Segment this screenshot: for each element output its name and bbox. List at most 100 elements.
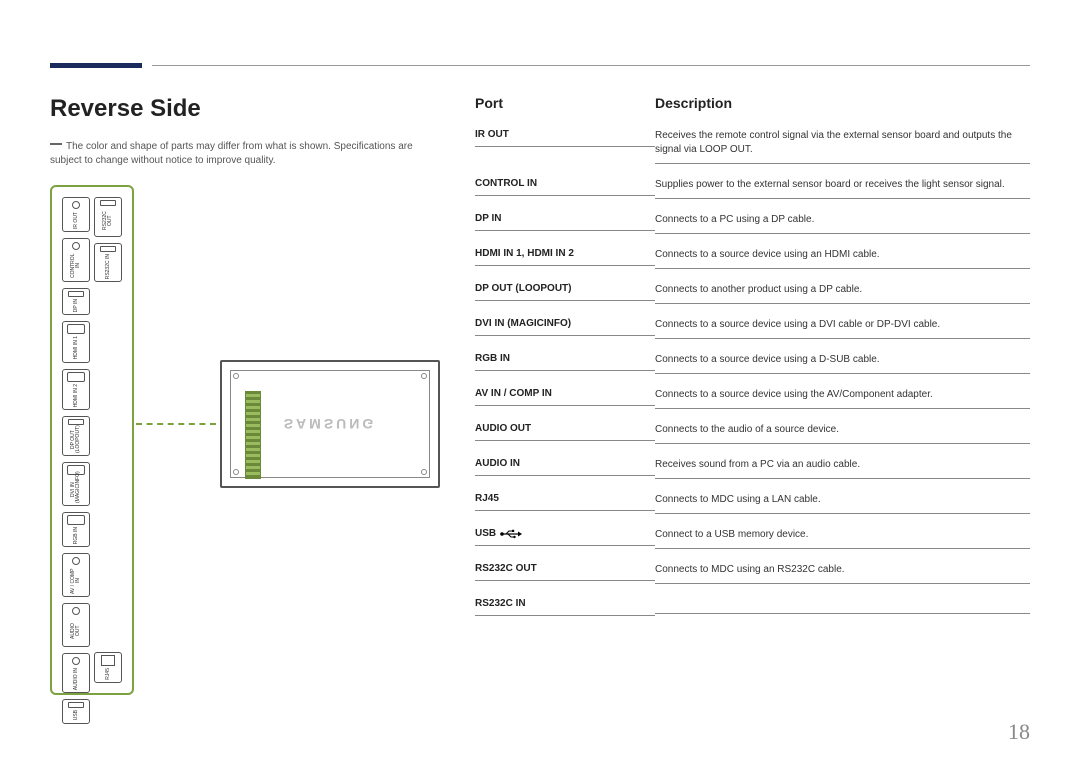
slot-icon xyxy=(100,200,116,206)
port-icon-label: RS232C IN xyxy=(106,254,111,279)
port-icon: DP IN xyxy=(62,288,90,315)
table-cell-description: Connects to MDC using an RS232C cable. xyxy=(655,563,1030,584)
table-cell-port: AV IN / COMP IN xyxy=(475,388,655,406)
table-row: USBConnect to a USB memory device. xyxy=(475,520,1030,555)
table-header: Port Description xyxy=(475,95,1030,111)
table-cell-description: Connects to the audio of a source device… xyxy=(655,423,1030,444)
screw-icon xyxy=(421,469,427,475)
disclaimer-body: The color and shape of parts may differ … xyxy=(50,141,413,166)
wide-icon xyxy=(67,324,85,334)
port-label: IR OUT xyxy=(475,129,509,140)
port-label: AUDIO IN xyxy=(475,458,520,469)
port-label: RGB IN xyxy=(475,353,510,364)
port-icon-label: CONTROL IN xyxy=(71,253,81,279)
slot-icon xyxy=(68,702,84,708)
diagram-area: IR OUT CONTROL IN DP IN HDMI IN 1 HDMI IN 2 D… xyxy=(50,185,440,705)
port-column-left: IR OUT CONTROL IN DP IN HDMI IN 1 HDMI IN 2 D… xyxy=(60,197,92,724)
port-panel: IR OUT CONTROL IN DP IN HDMI IN 1 HDMI IN 2 D… xyxy=(50,185,134,695)
port-icon: RS232C OUT xyxy=(94,197,122,237)
wide-icon xyxy=(67,372,85,382)
port-label: CONTROL IN xyxy=(475,178,537,189)
device-inner-frame: SAMSUNG xyxy=(230,370,430,478)
port-description-table: Port Description IR OUT Receives the remo… xyxy=(475,95,1030,622)
port-icon-label: DP OUT (LOOPOUT) xyxy=(71,427,81,453)
port-icon: RS232C IN xyxy=(94,243,122,282)
header-rule xyxy=(152,65,1030,66)
jack-icon xyxy=(72,242,80,250)
header-accent-bar xyxy=(50,63,142,68)
table-row: DVI IN (MAGICINFO)Connects to a source d… xyxy=(475,310,1030,345)
jack-icon xyxy=(72,557,80,565)
table-cell-port: AUDIO IN xyxy=(475,458,655,476)
table-row: AV IN / COMP IN Connects to a source devi… xyxy=(475,380,1030,415)
table-cell-description: Connects to a source device using a D-SU… xyxy=(655,353,1030,374)
port-label: HDMI IN 1, HDMI IN 2 xyxy=(475,248,574,259)
table-cell-description: Connects to another product using a DP c… xyxy=(655,283,1030,304)
slot-icon xyxy=(68,419,84,425)
table-cell-port: AUDIO OUT xyxy=(475,423,655,441)
port-icon-label: USB xyxy=(74,710,79,720)
slot-icon xyxy=(68,291,84,297)
port-label: RS232C IN xyxy=(475,598,526,609)
table-row: RS232C OUT Connects to MDC using an RS232… xyxy=(475,555,1030,590)
port-label: AV IN / COMP IN xyxy=(475,388,552,399)
port-icon-label: IR OUT xyxy=(74,212,79,229)
port-icon: RJ45 xyxy=(94,652,122,683)
table-cell-port: RGB IN xyxy=(475,353,655,371)
port-icon: AUDIO IN xyxy=(62,653,90,693)
table-cell-description: Receives sound from a PC via an audio ca… xyxy=(655,458,1030,479)
port-label: AUDIO OUT xyxy=(475,423,531,434)
table-cell-port: USB xyxy=(475,528,655,546)
table-body: IR OUT Receives the remote control signal… xyxy=(475,121,1030,622)
port-icon: CONTROL IN xyxy=(62,238,90,282)
port-icon: HDMI IN 2 xyxy=(62,369,90,410)
port-label: RS232C OUT xyxy=(475,563,537,574)
port-label: DP IN xyxy=(475,213,502,224)
port-icon-label: AV / COMP IN xyxy=(71,568,81,594)
jack-icon xyxy=(72,657,80,665)
port-icon-label: HDMI IN 2 xyxy=(74,384,79,407)
table-cell-description: Connects to a source device using a DVI … xyxy=(655,318,1030,339)
page-title: Reverse Side xyxy=(50,95,201,123)
table-header-description: Description xyxy=(655,95,1030,111)
table-row: IR OUT Receives the remote control signal… xyxy=(475,121,1030,170)
port-icon: DVI IN (MAGICINFO) xyxy=(62,462,90,506)
table-row: DP OUT (LOOPOUT) Connects to another prod… xyxy=(475,275,1030,310)
port-icon-label: RGB IN xyxy=(74,527,79,544)
screw-icon xyxy=(233,469,239,475)
table-row: HDMI IN 1, HDMI IN 2Connects to a source… xyxy=(475,240,1030,275)
disclaimer-text: The color and shape of parts may differ … xyxy=(50,140,430,168)
wide-icon xyxy=(67,515,85,525)
disclaimer-dash-icon xyxy=(50,143,62,145)
port-icon: USB xyxy=(62,699,90,723)
table-cell-description: Supplies power to the external sensor bo… xyxy=(655,178,1030,199)
port-icon-label: AUDIO OUT xyxy=(71,618,81,644)
table-row: RS232C IN xyxy=(475,590,1030,622)
port-label: DP OUT (LOOPOUT) xyxy=(475,283,571,294)
table-header-port: Port xyxy=(475,95,655,111)
table-cell-port: HDMI IN 1, HDMI IN 2 xyxy=(475,248,655,266)
connector-dashed-line xyxy=(136,423,216,425)
port-icon: DP OUT (LOOPOUT) xyxy=(62,416,90,456)
jack-icon xyxy=(72,201,80,209)
table-cell-description: Connects to a source device using the AV… xyxy=(655,388,1030,409)
table-cell-description: Connects to MDC using a LAN cable. xyxy=(655,493,1030,514)
eth-icon xyxy=(101,655,115,666)
table-cell-port: DP IN xyxy=(475,213,655,231)
port-icon-label: DVI IN (MAGICINFO) xyxy=(71,477,81,503)
table-row: CONTROL IN Supplies power to the external… xyxy=(475,170,1030,205)
table-cell-description: Connects to a PC using a DP cable. xyxy=(655,213,1030,234)
port-icon-label: AUDIO IN xyxy=(74,668,79,690)
port-icon: AV / COMP IN xyxy=(62,553,90,597)
table-cell-port: DP OUT (LOOPOUT) xyxy=(475,283,655,301)
table-row: DP IN Connects to a PC using a DP cable. xyxy=(475,205,1030,240)
port-icon: RGB IN xyxy=(62,512,90,547)
port-column-right: RS232C OUT RS232C IN RJ45 xyxy=(92,197,124,687)
port-icon-label: HDMI IN 1 xyxy=(74,336,79,359)
device-port-strip xyxy=(245,391,261,479)
table-cell-port: IR OUT xyxy=(475,129,655,147)
table-cell-description: Receives the remote control signal via t… xyxy=(655,129,1030,164)
table-cell-port: RS232C IN xyxy=(475,598,655,616)
port-label: USB xyxy=(475,528,496,539)
port-label: RJ45 xyxy=(475,493,499,504)
